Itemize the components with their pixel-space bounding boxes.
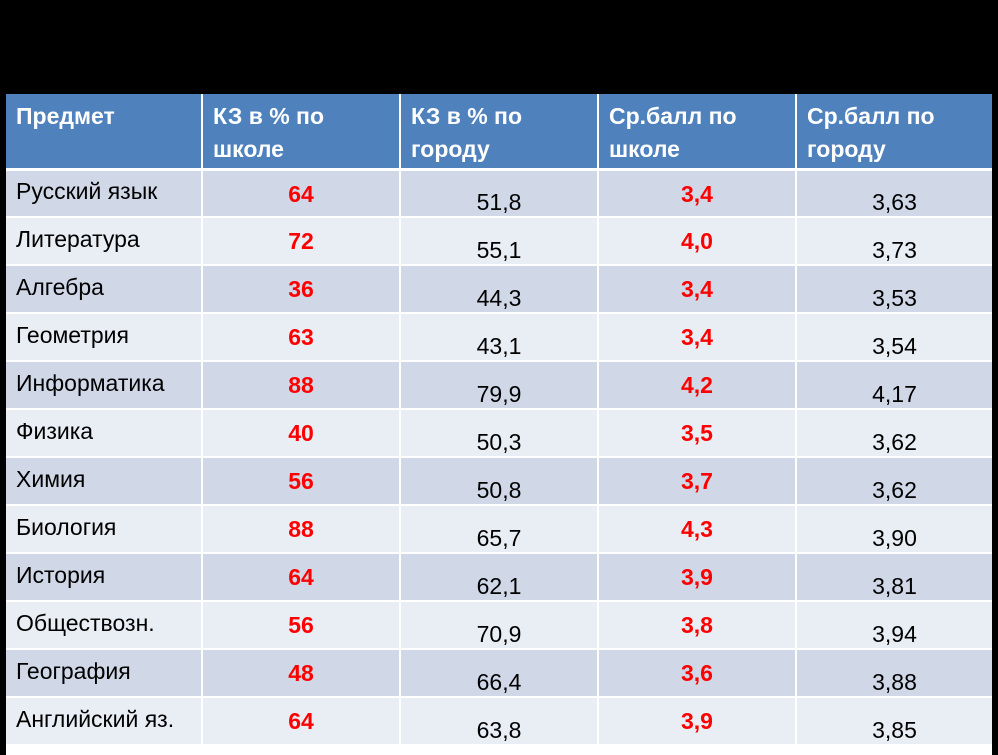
header-avg-school-line1: Ср.балл по <box>609 103 737 129</box>
kz-school-cell: 72 <box>202 217 401 266</box>
avg-city-cell: 3,63 <box>796 169 992 218</box>
subject-cell: Русский язык <box>6 169 203 218</box>
table-row: Физика 40 50,3 3,5 3,62 <box>6 409 992 458</box>
subject-cell: Химия <box>6 457 203 506</box>
header-avg-school-line2: школе <box>609 136 680 162</box>
avg-city-cell: 3,62 <box>796 409 992 458</box>
header-kz-school-line2: школе <box>213 136 284 162</box>
kz-school-cell: 40 <box>202 409 401 458</box>
avg-school-cell: 3,9 <box>598 697 797 746</box>
avg-city-cell: 3,54 <box>796 313 992 362</box>
table-row: Обществозн. 56 70,9 3,8 3,94 <box>6 601 992 650</box>
kz-city-cell: 65,7 <box>400 505 599 554</box>
kz-city-cell: 51,8 <box>400 169 599 218</box>
kz-school-cell: 88 <box>202 361 401 410</box>
kz-city-cell: 79,9 <box>400 361 599 410</box>
kz-city-cell: 50,8 <box>400 457 599 506</box>
subject-cell: История <box>6 553 203 602</box>
table-row: Геометрия 63 43,1 3,4 3,54 <box>6 313 992 362</box>
table-row: Алгебра 36 44,3 3,4 3,53 <box>6 265 992 314</box>
results-table-container: Предмет КЗ в % по школе КЗ в % по городу С… <box>6 94 992 755</box>
subject-cell: Биология <box>6 505 203 554</box>
subject-cell: Геометрия <box>6 313 203 362</box>
avg-city-cell: 3,53 <box>796 265 992 314</box>
subject-cell: Английский яз. <box>6 697 203 746</box>
kz-city-cell: 62,1 <box>400 553 599 602</box>
avg-city-cell: 3,73 <box>796 217 992 266</box>
table-body: Русский язык 64 51,8 3,4 3,63 Литература… <box>6 169 992 746</box>
kz-city-cell: 50,3 <box>400 409 599 458</box>
kz-city-cell: 43,1 <box>400 313 599 362</box>
table-row: История 64 62,1 3,9 3,81 <box>6 553 992 602</box>
avg-city-cell: 4,17 <box>796 361 992 410</box>
kz-school-cell: 64 <box>202 553 401 602</box>
kz-school-cell: 88 <box>202 505 401 554</box>
avg-city-cell: 3,81 <box>796 553 992 602</box>
header-kz-city-line2: городу <box>411 136 490 162</box>
kz-city-cell: 55,1 <box>400 217 599 266</box>
results-table: Предмет КЗ в % по школе КЗ в % по городу С… <box>6 94 992 746</box>
avg-school-cell: 3,4 <box>598 313 797 362</box>
avg-city-cell: 3,94 <box>796 601 992 650</box>
header-kz-school: КЗ в % по школе <box>202 94 401 171</box>
header-avg-city: Ср.балл по городу <box>796 94 992 171</box>
kz-city-cell: 66,4 <box>400 649 599 698</box>
kz-school-cell: 36 <box>202 265 401 314</box>
subject-cell: Литература <box>6 217 203 266</box>
kz-city-cell: 70,9 <box>400 601 599 650</box>
kz-school-cell: 56 <box>202 457 401 506</box>
kz-school-cell: 64 <box>202 169 401 218</box>
table-row: Информатика 88 79,9 4,2 4,17 <box>6 361 992 410</box>
subject-cell: Обществозн. <box>6 601 203 650</box>
header-kz-school-line1: КЗ в % по <box>213 103 325 129</box>
kz-city-cell: 44,3 <box>400 265 599 314</box>
subject-cell: Физика <box>6 409 203 458</box>
subject-cell: География <box>6 649 203 698</box>
header-avg-city-line1: Ср.балл по <box>807 103 935 129</box>
avg-school-cell: 3,5 <box>598 409 797 458</box>
header-kz-city-line1: КЗ в % по <box>411 103 523 129</box>
header-subject-line1: Предмет <box>16 103 115 129</box>
header-subject: Предмет <box>6 94 203 171</box>
avg-city-cell: 3,88 <box>796 649 992 698</box>
subject-cell: Алгебра <box>6 265 203 314</box>
avg-school-cell: 4,2 <box>598 361 797 410</box>
avg-city-cell: 3,85 <box>796 697 992 746</box>
avg-school-cell: 3,7 <box>598 457 797 506</box>
avg-school-cell: 3,4 <box>598 265 797 314</box>
avg-school-cell: 3,4 <box>598 169 797 218</box>
table-row: Английский яз. 64 63,8 3,9 3,85 <box>6 697 992 746</box>
avg-school-cell: 4,0 <box>598 217 797 266</box>
table-row: Биология 88 65,7 4,3 3,90 <box>6 505 992 554</box>
table-row: Русский язык 64 51,8 3,4 3,63 <box>6 169 992 218</box>
kz-school-cell: 56 <box>202 601 401 650</box>
subject-cell: Информатика <box>6 361 203 410</box>
avg-city-cell: 3,62 <box>796 457 992 506</box>
table-row: Литература 72 55,1 4,0 3,73 <box>6 217 992 266</box>
kz-school-cell: 48 <box>202 649 401 698</box>
avg-school-cell: 3,6 <box>598 649 797 698</box>
header-avg-city-line2: городу <box>807 136 886 162</box>
avg-school-cell: 3,8 <box>598 601 797 650</box>
kz-school-cell: 63 <box>202 313 401 362</box>
kz-school-cell: 64 <box>202 697 401 746</box>
header-avg-school: Ср.балл по школе <box>598 94 797 171</box>
avg-school-cell: 4,3 <box>598 505 797 554</box>
table-row: География 48 66,4 3,6 3,88 <box>6 649 992 698</box>
avg-city-cell: 3,90 <box>796 505 992 554</box>
table-header-row: Предмет КЗ в % по школе КЗ в % по городу С… <box>6 94 992 171</box>
header-kz-city: КЗ в % по городу <box>400 94 599 171</box>
table-row: Химия 56 50,8 3,7 3,62 <box>6 457 992 506</box>
avg-school-cell: 3,9 <box>598 553 797 602</box>
kz-city-cell: 63,8 <box>400 697 599 746</box>
